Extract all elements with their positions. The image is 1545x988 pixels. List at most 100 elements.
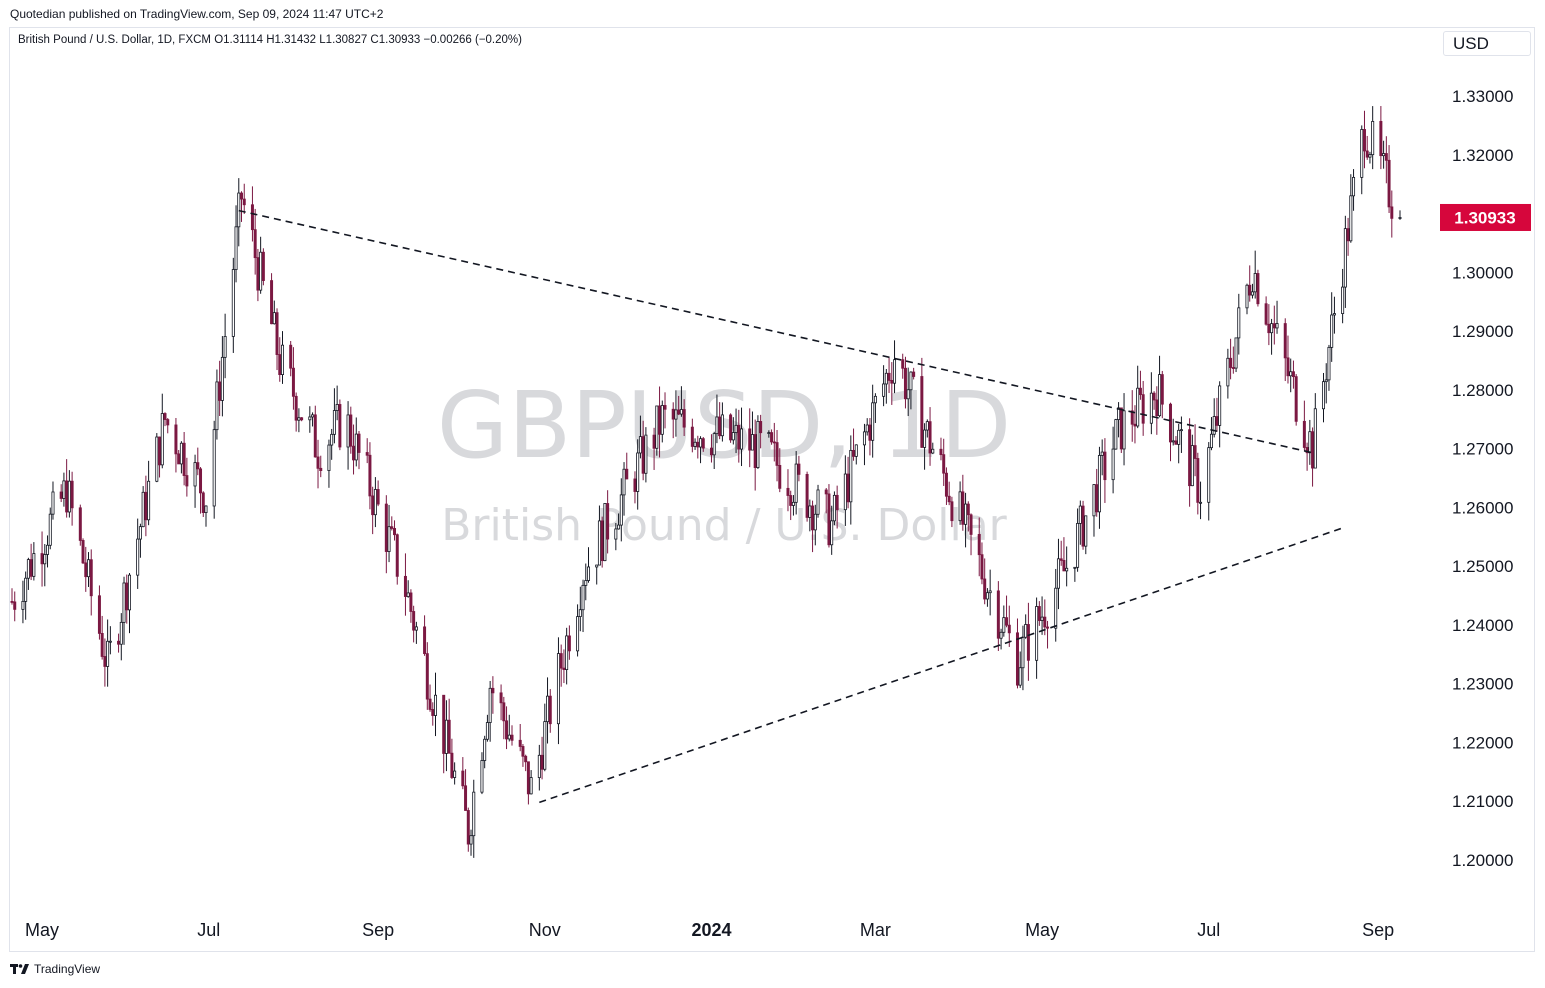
- candle-body: [395, 534, 399, 577]
- candle-body: [376, 489, 380, 505]
- candle-body: [1371, 121, 1375, 156]
- candle-body: [483, 738, 487, 761]
- candle-body: [1212, 416, 1216, 435]
- candle-body: [40, 553, 44, 565]
- candle-body: [270, 280, 274, 325]
- candle-body: [835, 494, 839, 511]
- candle-body: [144, 491, 148, 521]
- candle-body: [887, 372, 891, 381]
- candle-body: [740, 428, 744, 450]
- candle-body: [969, 514, 973, 535]
- candle-body: [980, 554, 984, 580]
- watermark-subtitle: British Pound / U.S. Dollar: [441, 500, 1007, 551]
- candle-body: [1005, 617, 1009, 626]
- candle-body: [909, 371, 913, 391]
- price-axis-tick: 1.20000: [1452, 851, 1513, 870]
- candles-layer: [10, 106, 1402, 858]
- candle-body: [1294, 376, 1298, 422]
- candle-body: [1168, 403, 1172, 443]
- candle-body: [122, 582, 126, 623]
- candle-body: [1341, 286, 1345, 314]
- candle-body: [1065, 567, 1069, 572]
- candle-body: [412, 611, 416, 631]
- candle-body: [510, 734, 514, 741]
- candle-body: [1155, 399, 1159, 417]
- candle-body: [1209, 433, 1213, 449]
- candle-body: [964, 503, 968, 525]
- tradingview-logo-icon: [10, 964, 29, 974]
- candle-body: [1122, 410, 1126, 450]
- price-axis[interactable]: 1.33000 1.32000 1.30000 1.29000 1.28000 1.270…: [1452, 87, 1513, 870]
- candle-body: [1382, 153, 1386, 157]
- candle-body: [81, 540, 85, 564]
- candle-body: [1283, 323, 1287, 359]
- candle-body: [182, 442, 186, 476]
- candle-body: [652, 434, 656, 449]
- candle-body: [581, 584, 585, 611]
- candle-body: [1346, 228, 1350, 242]
- candle-body: [507, 734, 511, 740]
- candle-body: [278, 354, 282, 375]
- candle-body: [884, 372, 888, 385]
- candle-body: [1092, 484, 1096, 517]
- candle-body: [250, 204, 254, 231]
- candle-body: [223, 336, 227, 358]
- candle-body: [1229, 357, 1233, 368]
- candle-body: [775, 442, 779, 466]
- candle-body: [529, 777, 533, 795]
- currency-selector[interactable]: USD: [1443, 31, 1531, 56]
- candle-body: [488, 687, 492, 723]
- candle-body: [950, 501, 954, 522]
- candle-body: [242, 198, 246, 206]
- candle-body: [794, 463, 798, 503]
- candle-body: [212, 429, 216, 507]
- price-axis-tick: 1.25000: [1452, 557, 1513, 576]
- candle-body: [600, 520, 604, 562]
- candle-body: [1037, 606, 1041, 621]
- candle-body: [368, 454, 372, 497]
- price-axis-tick: 1.21000: [1452, 792, 1513, 811]
- candle-body: [160, 413, 164, 466]
- candle-body: [524, 755, 528, 763]
- candle-body: [1035, 606, 1039, 661]
- candle-body: [1311, 431, 1315, 469]
- candle-body: [942, 454, 946, 474]
- trendlines-layer[interactable]: [238, 209, 1343, 804]
- candle-body: [51, 491, 55, 515]
- candle-body: [805, 474, 809, 518]
- candle-body: [32, 553, 36, 577]
- candle-body: [1062, 559, 1066, 572]
- candle-body: [641, 436, 645, 474]
- candle-body: [1007, 624, 1011, 634]
- trendline[interactable]: [238, 209, 1313, 454]
- symbol-legend: British Pound / U.S. Dollar, 1D, FXCM O1…: [18, 34, 522, 46]
- candle-body: [1024, 624, 1028, 638]
- candle-body: [873, 395, 877, 404]
- candle-body: [750, 434, 754, 451]
- candle-body: [1160, 374, 1164, 405]
- candle-body: [925, 421, 929, 431]
- tradingview-logo[interactable]: TradingView: [10, 962, 100, 976]
- candle-body: [193, 462, 197, 487]
- candle-body: [958, 491, 962, 522]
- candle-body: [1196, 458, 1200, 503]
- candle-body: [231, 269, 235, 337]
- candle-body: [1362, 129, 1366, 152]
- watermark-title: GBPUSD, 1D: [437, 372, 1011, 479]
- candle-body: [753, 434, 757, 468]
- candle-body: [272, 312, 276, 325]
- candle-body: [43, 554, 47, 565]
- candle-body: [136, 538, 140, 576]
- candle-body: [947, 495, 951, 503]
- candle-body: [1100, 451, 1104, 456]
- candle-body: [576, 616, 580, 652]
- candle-body: [373, 489, 377, 516]
- candle-body: [677, 409, 681, 415]
- candle-body: [450, 752, 454, 778]
- candle-body: [138, 526, 142, 540]
- time-axis[interactable]: May Jul Sep Nov 2024 Mar May Jul Sep: [25, 920, 1394, 940]
- trendline[interactable]: [539, 527, 1343, 804]
- candle-body: [731, 432, 735, 441]
- candle-body: [983, 578, 987, 600]
